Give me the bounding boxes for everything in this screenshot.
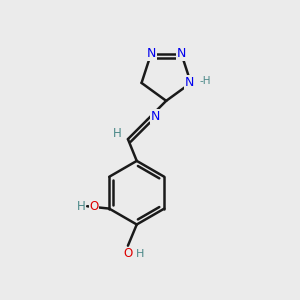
Text: O: O xyxy=(89,200,98,213)
Text: -H: -H xyxy=(199,76,211,86)
Text: H: H xyxy=(113,127,122,140)
Text: N: N xyxy=(146,47,156,61)
Text: N: N xyxy=(185,76,194,89)
Text: N: N xyxy=(151,110,160,123)
Text: N: N xyxy=(177,47,186,61)
Text: H: H xyxy=(136,249,145,259)
Text: O: O xyxy=(123,247,133,260)
Text: H: H xyxy=(77,200,86,213)
